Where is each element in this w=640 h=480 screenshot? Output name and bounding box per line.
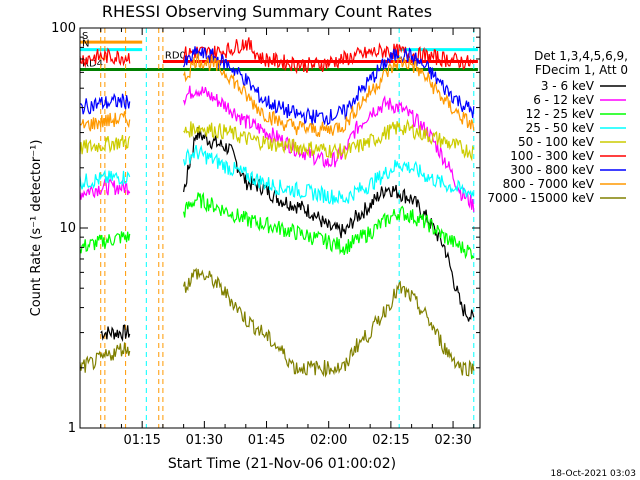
footer-timestamp: 18-Oct-2021 03:03 xyxy=(551,469,636,479)
series-line xyxy=(100,324,131,343)
series-line xyxy=(183,37,475,75)
y-axis-ticks: 1 10 100 xyxy=(51,21,480,436)
series-line xyxy=(183,118,475,162)
chart-title: RHESSI Observing Summary Count Rates xyxy=(102,2,432,21)
x-tick-label: 02:00 xyxy=(310,433,347,448)
legend: Det 1,3,4,5,6,9,FDecim 1, Att 0 3 - 6 keV… xyxy=(487,49,628,205)
x-axis-ticks: 01:15 01:30 01:45 02:00 02:15 02:30 xyxy=(100,28,475,448)
legend-entry-label: 800 - 7000 keV xyxy=(503,177,595,191)
legend-entry-label: 3 - 6 keV xyxy=(541,79,595,93)
series-line xyxy=(79,342,131,373)
flag-label: RD0 xyxy=(165,50,186,61)
flag-lines: SN RD0 RD4 xyxy=(80,31,478,72)
vertical-markers xyxy=(100,28,475,428)
series-line xyxy=(183,191,475,260)
y-tick-label: 1 xyxy=(68,421,76,436)
series-line xyxy=(183,126,475,322)
series-line xyxy=(79,169,131,190)
y-axis-label: Count Rate (s⁻¹ detector⁻¹) xyxy=(29,140,44,317)
series-line xyxy=(79,47,131,69)
series-line xyxy=(79,231,131,254)
series-line xyxy=(79,134,131,155)
x-tick-label: 02:30 xyxy=(434,433,471,448)
flag-label: N xyxy=(82,39,89,50)
flag-label: S xyxy=(82,31,88,42)
x-axis-label: Start Time (21-Nov-06 01:00:02) xyxy=(168,456,396,472)
series-line xyxy=(183,267,475,378)
legend-entry-label: 100 - 300 keV xyxy=(510,149,594,163)
y-tick-label: 100 xyxy=(51,21,76,36)
legend-entry-label: 50 - 100 keV xyxy=(518,135,595,149)
flag-label: RD4 xyxy=(82,59,103,70)
legend-entry-label: 7000 - 15000 keV xyxy=(487,191,594,205)
series-line xyxy=(183,46,475,126)
legend-entry-label: 12 - 25 keV xyxy=(526,107,595,121)
y-tick-label: 10 xyxy=(59,221,76,236)
series-line xyxy=(183,52,475,138)
x-tick-label: 02:15 xyxy=(372,433,409,448)
series-line xyxy=(79,111,131,132)
legend-header: Det 1,3,4,5,6,9, xyxy=(534,49,628,63)
legend-header: FDecim 1, Att 0 xyxy=(535,63,628,77)
legend-entry-label: 6 - 12 keV xyxy=(533,93,595,107)
series-lines xyxy=(79,37,475,378)
legend-entry-label: 25 - 50 keV xyxy=(526,121,595,135)
legend-entry-label: 300 - 800 keV xyxy=(510,163,594,177)
series-line xyxy=(79,177,131,200)
series-line xyxy=(183,144,475,205)
series-line xyxy=(80,92,131,115)
x-tick-label: 01:45 xyxy=(248,433,285,448)
x-tick-label: 01:15 xyxy=(123,433,160,448)
x-tick-label: 01:30 xyxy=(186,433,223,448)
